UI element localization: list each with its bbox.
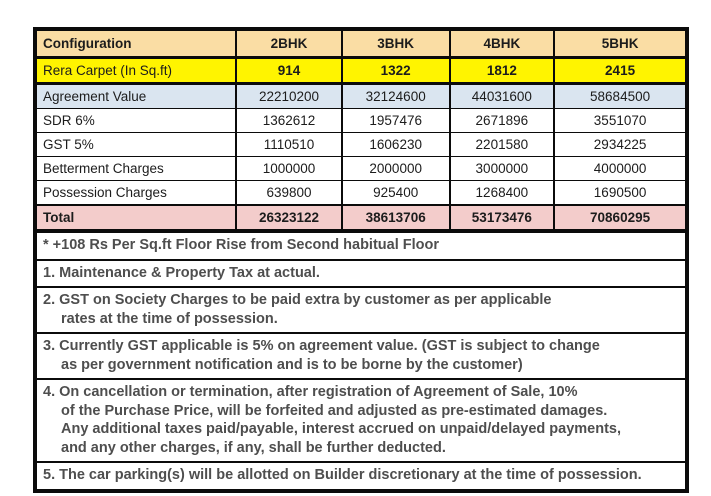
row-agreement-value: Agreement Value 22210200 32124600 440316… <box>37 83 685 109</box>
note-text: 2. GST on Society Charges to be paid ext… <box>43 292 552 308</box>
note-text: of the Purchase Price, will be forfeited… <box>61 402 608 419</box>
note-1-maintenance: 1. Maintenance & Property Tax at actual. <box>37 258 685 287</box>
note-text: rates at the time of possession. <box>61 310 278 327</box>
value-cell: 1812 <box>448 57 555 85</box>
notes-section: * +108 Rs Per Sq.ft Floor Rise from Seco… <box>37 229 685 489</box>
value-cell: 639800 <box>235 180 342 205</box>
value-cell: 1000000 <box>235 156 342 181</box>
row-betterment-charges: Betterment Charges 1000000 2000000 30000… <box>37 156 685 181</box>
note-text: 1. Maintenance & Property Tax at actual. <box>43 264 320 281</box>
row-label: Possession Charges <box>37 180 237 205</box>
value-cell: 58684500 <box>553 83 685 109</box>
note-text: 3. Currently GST applicable is 5% on agr… <box>43 338 600 354</box>
note-text: 4. On cancellation or termination, after… <box>43 384 578 400</box>
header-row: Configuration 2BHK 3BHK 4BHK 5BHK <box>37 31 685 59</box>
value-cell: 1322 <box>340 57 450 85</box>
column-header-4bhk: 4BHK <box>448 31 555 59</box>
note-text: 5. The car parking(s) will be allotted o… <box>43 467 642 483</box>
value-cell: 2671896 <box>448 108 555 133</box>
row-label: GST 5% <box>37 132 237 157</box>
value-cell: 22210200 <box>235 83 342 109</box>
value-cell: 26323122 <box>235 204 342 229</box>
note-text: * +108 Rs Per Sq.ft Floor Rise from Seco… <box>43 237 440 253</box>
value-cell: 925400 <box>340 180 450 205</box>
value-cell: 1690500 <box>553 180 685 205</box>
value-cell: 1268400 <box>448 180 555 205</box>
value-cell: 53173476 <box>448 204 555 229</box>
value-cell: 1957476 <box>340 108 450 133</box>
column-header-5bhk: 5BHK <box>553 31 685 59</box>
row-label: Agreement Value <box>37 83 237 109</box>
value-cell: 1606230 <box>340 132 450 157</box>
row-gst: GST 5% 1110510 1606230 2201580 2934225 <box>37 132 685 157</box>
note-3-gst-applicable: 3. Currently GST applicable is 5% on agr… <box>37 332 685 378</box>
row-total: Total 26323122 38613706 53173476 7086029… <box>37 204 685 229</box>
row-label: Rera Carpet (In Sq.ft) <box>37 57 237 85</box>
note-text: and any other charges, if any, shall be … <box>61 439 446 456</box>
row-label: Total <box>37 204 237 229</box>
value-cell: 2000000 <box>340 156 450 181</box>
value-cell: 2415 <box>553 57 685 85</box>
value-cell: 38613706 <box>340 204 450 229</box>
note-floor-rise: * +108 Rs Per Sq.ft Floor Rise from Seco… <box>37 233 685 259</box>
value-cell: 3000000 <box>448 156 555 181</box>
value-cell: 2934225 <box>553 132 685 157</box>
price-table: Configuration 2BHK 3BHK 4BHK 5BHK Rera C… <box>37 31 685 229</box>
value-cell: 1362612 <box>235 108 342 133</box>
value-cell: 914 <box>235 57 342 85</box>
note-5-car-parking: 5. The car parking(s) will be allotted o… <box>37 461 685 489</box>
row-label: Betterment Charges <box>37 156 237 181</box>
cost-sheet: Configuration 2BHK 3BHK 4BHK 5BHK Rera C… <box>33 27 689 493</box>
value-cell: 2201580 <box>448 132 555 157</box>
row-sdr: SDR 6% 1362612 1957476 2671896 3551070 <box>37 108 685 133</box>
value-cell: 3551070 <box>553 108 685 133</box>
note-text: as per government notification and is to… <box>61 356 523 373</box>
row-rera-carpet: Rera Carpet (In Sq.ft) 914 1322 1812 241… <box>37 57 685 85</box>
note-text: Any additional taxes paid/payable, inter… <box>61 421 622 437</box>
row-possession-charges: Possession Charges 639800 925400 1268400… <box>37 180 685 205</box>
value-cell: 4000000 <box>553 156 685 181</box>
value-cell: 1110510 <box>235 132 342 157</box>
value-cell: 44031600 <box>448 83 555 109</box>
note-4-cancellation: 4. On cancellation or termination, after… <box>37 378 685 461</box>
column-header-configuration: Configuration <box>37 31 237 59</box>
note-2-gst-society: 2. GST on Society Charges to be paid ext… <box>37 286 685 332</box>
row-label: SDR 6% <box>37 108 237 133</box>
value-cell: 32124600 <box>340 83 450 109</box>
value-cell: 70860295 <box>553 204 685 229</box>
column-header-3bhk: 3BHK <box>340 31 450 59</box>
column-header-2bhk: 2BHK <box>235 31 342 59</box>
